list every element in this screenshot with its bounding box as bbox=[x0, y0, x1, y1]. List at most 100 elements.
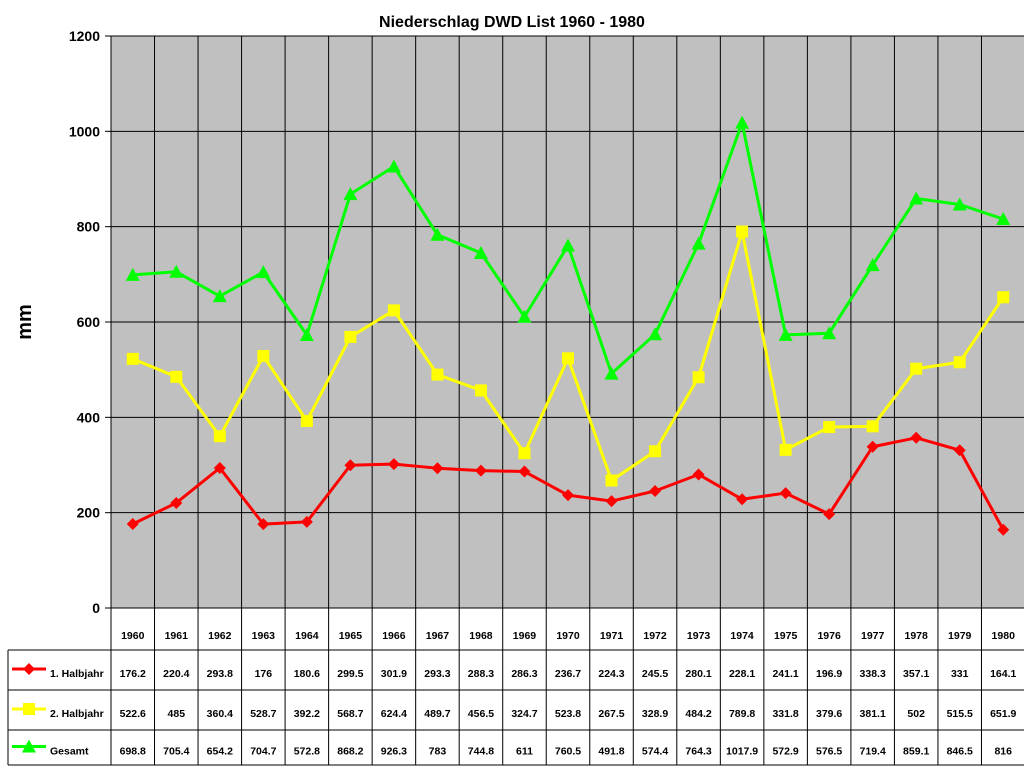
data-point bbox=[649, 445, 662, 458]
x-tick-label: 1969 bbox=[513, 630, 537, 642]
data-point bbox=[257, 349, 270, 362]
table-cell: 489.7 bbox=[424, 708, 450, 720]
table-cell: 522.6 bbox=[120, 708, 146, 720]
data-point bbox=[386, 159, 401, 173]
table-cell: 293.3 bbox=[424, 668, 450, 680]
table-cell: 286.3 bbox=[511, 668, 537, 680]
data-table: 1960 1961 1962 1963 1964 1965 1966 1967 1968 1969… bbox=[7, 630, 1024, 766]
data-point bbox=[299, 327, 314, 341]
data-point bbox=[736, 225, 749, 238]
table-cell: 789.8 bbox=[729, 708, 755, 720]
table-cell: 360.4 bbox=[207, 708, 233, 720]
data-point bbox=[562, 489, 574, 502]
data-point bbox=[735, 115, 750, 129]
table-cell: 704.7 bbox=[250, 746, 276, 758]
data-point bbox=[256, 265, 271, 279]
data-point bbox=[909, 191, 924, 205]
data-point bbox=[953, 356, 966, 369]
data-point bbox=[170, 370, 183, 383]
y-tick-label: 0 bbox=[92, 600, 100, 616]
table-cell: 523.8 bbox=[555, 708, 581, 720]
table-cell: 568.7 bbox=[337, 708, 363, 720]
table-cell: 868.2 bbox=[337, 746, 363, 758]
table-cell: 698.8 bbox=[120, 746, 146, 758]
data-point bbox=[865, 258, 880, 272]
table-cell: 228.1 bbox=[729, 668, 755, 680]
table-cell: 624.4 bbox=[381, 708, 407, 720]
data-point bbox=[387, 458, 400, 471]
table-cell: 241.1 bbox=[772, 668, 798, 680]
data-point bbox=[517, 309, 532, 323]
legend-label: 1. Halbjahr bbox=[50, 668, 104, 680]
data-point bbox=[431, 462, 444, 475]
y-tick-label: 800 bbox=[77, 219, 101, 235]
table-cell: 280.1 bbox=[685, 668, 711, 680]
table-cell: 926.3 bbox=[381, 746, 407, 758]
y-tick-label: 600 bbox=[77, 314, 101, 330]
table-cell: 180.6 bbox=[294, 668, 320, 680]
table-cell: 324.7 bbox=[511, 708, 537, 720]
data-point bbox=[518, 447, 531, 460]
table-cell: 485 bbox=[168, 708, 186, 720]
table-cell: 572.9 bbox=[772, 746, 798, 758]
x-tick-label: 1964 bbox=[295, 630, 319, 642]
table-cell: 502 bbox=[907, 708, 925, 720]
y-tick-label: 200 bbox=[77, 505, 101, 521]
table-cell: 859.1 bbox=[903, 746, 929, 758]
x-tick-label: 1970 bbox=[556, 630, 580, 642]
table-cell: 744.8 bbox=[468, 746, 494, 758]
data-point bbox=[778, 327, 793, 341]
data-point bbox=[823, 508, 836, 521]
data-point bbox=[518, 465, 531, 478]
table-cell: 528.7 bbox=[250, 708, 276, 720]
data-point bbox=[648, 327, 663, 341]
table-cell: 176 bbox=[255, 668, 273, 680]
data-point bbox=[474, 464, 487, 477]
table-cell: 392.2 bbox=[294, 708, 320, 720]
data-point bbox=[431, 368, 444, 381]
x-tick-label: 1968 bbox=[469, 630, 493, 642]
table-cell: 299.5 bbox=[337, 668, 363, 680]
table-cell: 816 bbox=[994, 746, 1012, 758]
data-point bbox=[997, 291, 1010, 304]
y-axis-ticks: 0 200 400 600 800 1000 1200 bbox=[69, 28, 111, 616]
data-point bbox=[910, 431, 923, 444]
data-point bbox=[866, 440, 879, 453]
x-tick-label: 1973 bbox=[687, 630, 711, 642]
data-point bbox=[125, 267, 140, 281]
data-point bbox=[300, 415, 313, 428]
table-cell: 1017.9 bbox=[726, 746, 758, 758]
table-cell: 456.5 bbox=[468, 708, 494, 720]
table-cell: 224.3 bbox=[598, 668, 624, 680]
data-point bbox=[473, 245, 488, 259]
data-point bbox=[561, 238, 575, 252]
x-tick-label: 1979 bbox=[948, 630, 972, 642]
data-point bbox=[126, 518, 139, 531]
table-cell: 301.9 bbox=[381, 668, 407, 680]
table-cell: 331 bbox=[951, 668, 969, 680]
table-cell: 357.1 bbox=[903, 668, 929, 680]
data-point bbox=[474, 384, 487, 397]
table-cell: 236.7 bbox=[555, 668, 581, 680]
data-point bbox=[212, 289, 227, 303]
x-tick-label: 1974 bbox=[730, 630, 754, 642]
data-point bbox=[779, 443, 792, 456]
data-point bbox=[126, 352, 139, 365]
y-axis-label: mm bbox=[14, 304, 36, 340]
table-cell: 846.5 bbox=[947, 746, 973, 758]
data-point bbox=[170, 496, 183, 509]
x-tick-label: 1971 bbox=[600, 630, 624, 642]
x-tick-label: 1961 bbox=[165, 630, 189, 642]
table-cell: 491.8 bbox=[598, 746, 624, 758]
gridlines bbox=[110, 35, 1024, 765]
table-cell: 760.5 bbox=[555, 746, 581, 758]
x-tick-label: 1972 bbox=[643, 630, 667, 642]
table-cell: 288.3 bbox=[468, 668, 494, 680]
data-point bbox=[736, 493, 749, 506]
x-tick-label: 1975 bbox=[774, 630, 798, 642]
table-cell: 572.8 bbox=[294, 746, 320, 758]
y-tick-label: 1200 bbox=[69, 28, 100, 44]
data-point bbox=[866, 420, 879, 433]
table-cell: 651.9 bbox=[990, 708, 1016, 720]
